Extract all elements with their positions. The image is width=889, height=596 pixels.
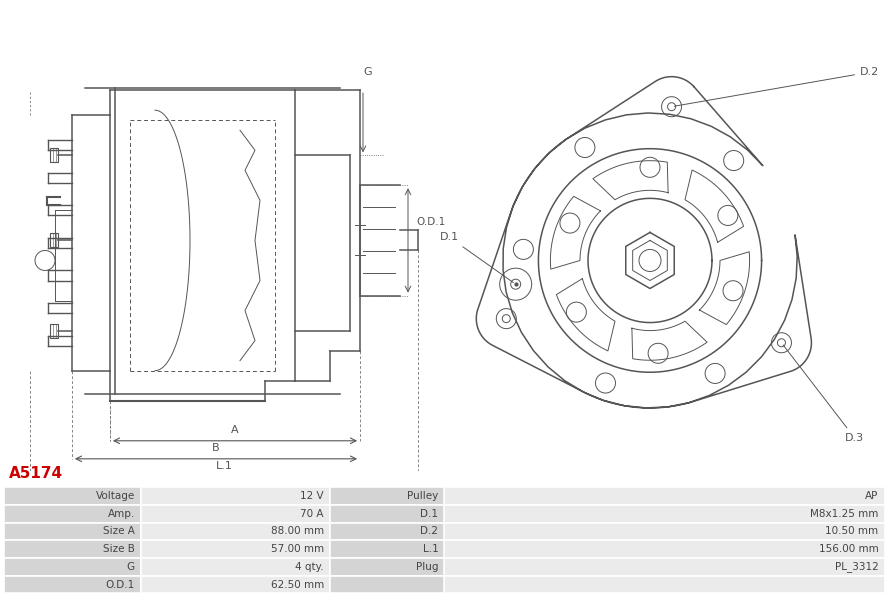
Text: Size B: Size B <box>103 544 135 554</box>
Bar <box>444 505 885 523</box>
Text: Pulley: Pulley <box>407 491 438 501</box>
Text: D.3: D.3 <box>783 345 864 443</box>
Text: AP: AP <box>865 491 878 501</box>
Bar <box>444 558 885 576</box>
Bar <box>444 523 885 540</box>
Text: M8x1.25 mm: M8x1.25 mm <box>810 509 878 519</box>
Text: 70 A: 70 A <box>300 509 324 519</box>
Text: D.2: D.2 <box>420 526 438 536</box>
Bar <box>4 540 140 558</box>
Text: G: G <box>364 67 372 77</box>
Bar <box>50 324 58 337</box>
Bar <box>330 523 444 540</box>
Text: Voltage: Voltage <box>95 491 135 501</box>
Bar <box>140 523 330 540</box>
Bar <box>330 505 444 523</box>
Bar <box>140 487 330 505</box>
Text: Size A: Size A <box>103 526 135 536</box>
Bar <box>4 487 140 505</box>
Text: Amp.: Amp. <box>108 509 135 519</box>
Bar <box>4 576 140 594</box>
Text: 57.00 mm: 57.00 mm <box>271 544 324 554</box>
Text: L.1: L.1 <box>422 544 438 554</box>
Bar <box>444 576 885 594</box>
Text: 4 qty.: 4 qty. <box>295 562 324 572</box>
Text: D.2: D.2 <box>675 67 879 106</box>
Bar <box>140 505 330 523</box>
Bar <box>140 576 330 594</box>
Text: 156.00 mm: 156.00 mm <box>819 544 878 554</box>
Text: B: B <box>212 443 220 453</box>
Bar <box>4 505 140 523</box>
Bar <box>50 234 58 247</box>
Text: L.1: L.1 <box>215 461 232 471</box>
Text: A5174: A5174 <box>9 466 63 481</box>
Text: 12 V: 12 V <box>300 491 324 501</box>
Bar <box>330 558 444 576</box>
Text: 10.50 mm: 10.50 mm <box>825 526 878 536</box>
Bar <box>330 540 444 558</box>
Text: A: A <box>231 425 239 434</box>
Bar <box>330 576 444 594</box>
Text: D.1: D.1 <box>440 232 514 283</box>
Text: O.D.1: O.D.1 <box>106 579 135 589</box>
Text: 62.50 mm: 62.50 mm <box>270 579 324 589</box>
Bar <box>4 523 140 540</box>
Bar <box>4 558 140 576</box>
Bar <box>50 148 58 162</box>
Bar <box>444 487 885 505</box>
Bar <box>330 487 444 505</box>
Text: Plug: Plug <box>416 562 438 572</box>
Text: PL_3312: PL_3312 <box>835 561 878 572</box>
Text: D.1: D.1 <box>420 509 438 519</box>
Bar <box>444 540 885 558</box>
Text: 88.00 mm: 88.00 mm <box>271 526 324 536</box>
Text: O.D.1: O.D.1 <box>416 218 445 228</box>
Text: G: G <box>126 562 135 572</box>
Bar <box>140 558 330 576</box>
Bar <box>140 540 330 558</box>
